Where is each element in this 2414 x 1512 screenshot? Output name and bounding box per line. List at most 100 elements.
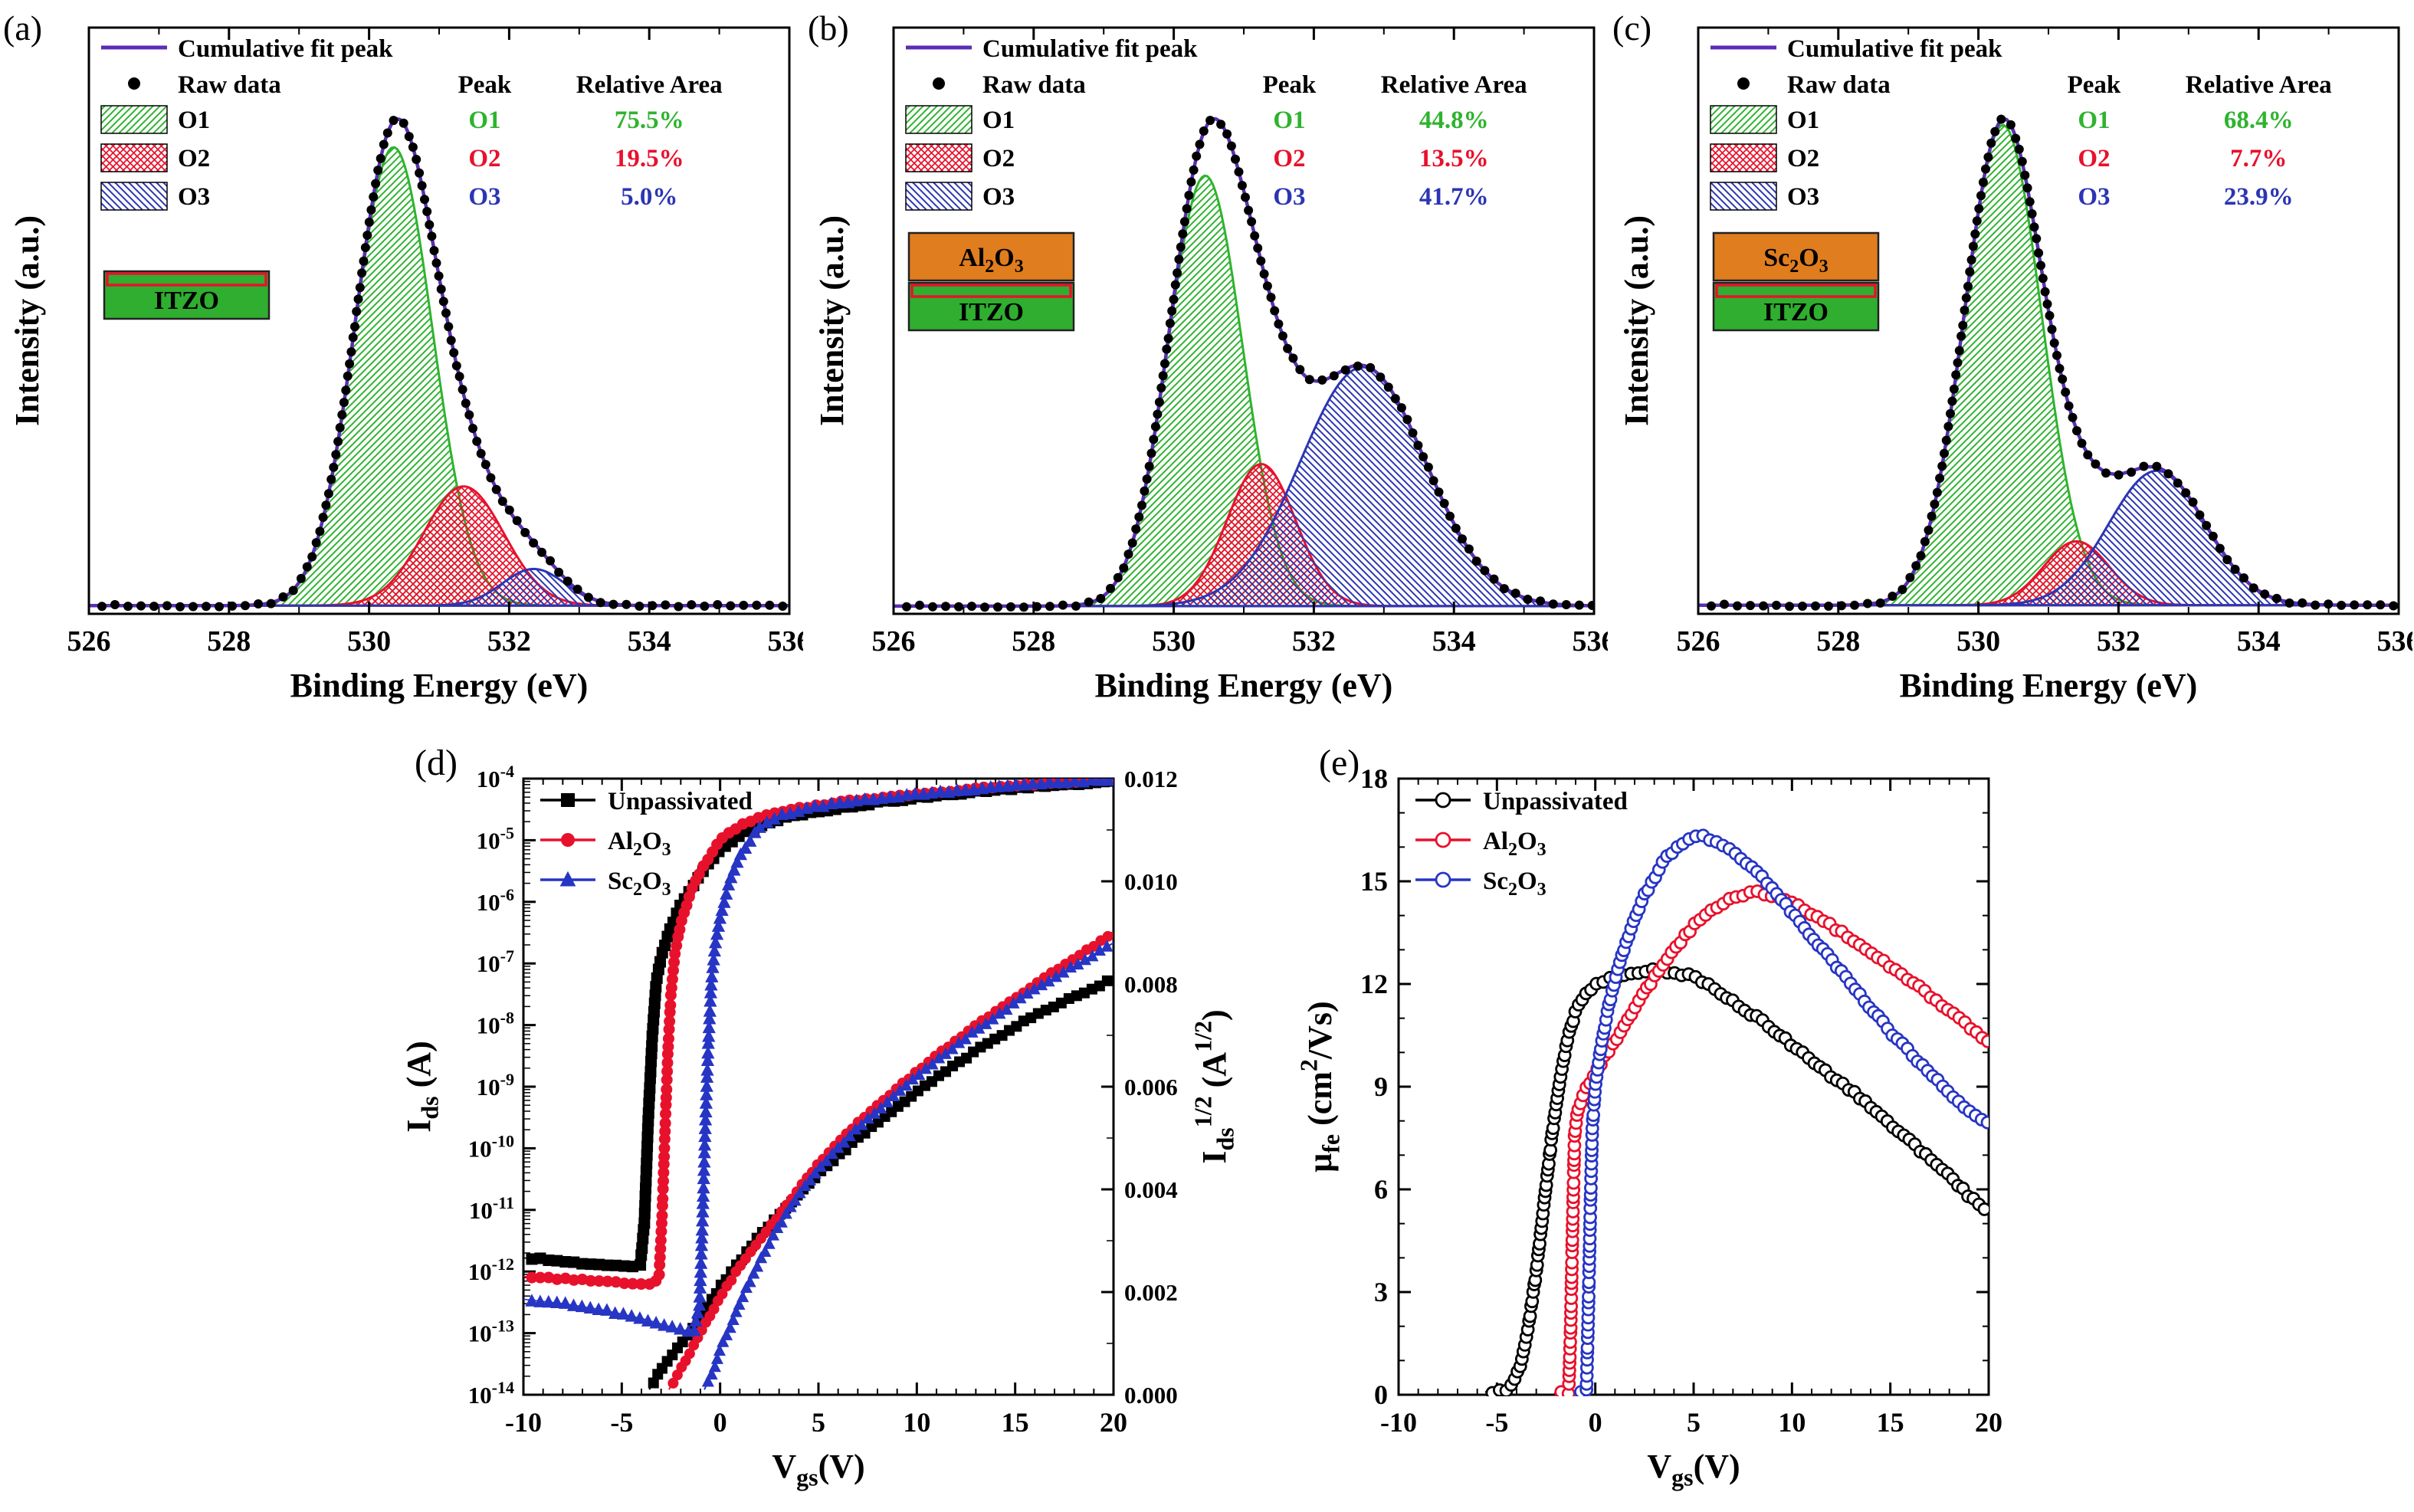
svg-text:20: 20	[1975, 1407, 2002, 1438]
svg-text:5: 5	[1687, 1407, 1701, 1438]
svg-text:10: 10	[1778, 1407, 1806, 1438]
svg-text:536: 536	[1573, 625, 1609, 658]
svg-text:0.002: 0.002	[1124, 1279, 1178, 1306]
svg-text:ITZO: ITZO	[1763, 298, 1829, 326]
svg-text:O3: O3	[178, 183, 210, 211]
svg-text:10-11: 10-11	[469, 1193, 514, 1224]
svg-text:Raw data: Raw data	[982, 71, 1086, 99]
svg-text:0.004: 0.004	[1124, 1176, 1178, 1203]
svg-text:O1: O1	[1273, 107, 1305, 134]
svg-text:Raw data: Raw data	[1787, 71, 1891, 99]
xps-chart-b: 526 528 530 532 534 536 Binding Energy (eV) Int…	[813, 26, 1609, 704]
svg-text:O2: O2	[1787, 145, 1819, 172]
svg-text:Cumulative fit peak: Cumulative fit peak	[178, 35, 393, 63]
svg-text:6: 6	[1374, 1174, 1388, 1205]
svg-text:Peak: Peak	[1263, 71, 1317, 99]
svg-text:10-13: 10-13	[468, 1317, 514, 1347]
svg-text:O3: O3	[2078, 183, 2110, 211]
svg-text:Sc2O3: Sc2O3	[1763, 244, 1828, 277]
svg-text:10-12: 10-12	[468, 1255, 514, 1285]
svg-text:O2: O2	[1273, 145, 1305, 172]
svg-text:0.006: 0.006	[1124, 1074, 1178, 1100]
svg-text:0: 0	[1589, 1407, 1602, 1438]
svg-text:536: 536	[2377, 625, 2413, 658]
svg-text:O1: O1	[982, 107, 1015, 134]
svg-text:530: 530	[1152, 625, 1196, 658]
svg-text:Cumulative fit peak: Cumulative fit peak	[982, 35, 1198, 63]
svg-text:0.012: 0.012	[1124, 766, 1178, 792]
panel-label-e: (e)	[1319, 743, 1360, 783]
panel-label-b: (b)	[808, 8, 849, 48]
svg-text:-10: -10	[1380, 1407, 1417, 1438]
svg-text:Intensity (a.u.): Intensity (a.u.)	[813, 215, 851, 426]
svg-text:Al2O3: Al2O3	[608, 828, 671, 860]
panel-a: (a) 526 528 530 532 534 536 Binding Energy (eV…	[0, 5, 805, 734]
svg-text:530: 530	[347, 625, 391, 658]
panel-c: (c) 526 528 530 532 534 536 Binding Energy (eV…	[1609, 5, 2414, 734]
svg-text:O2: O2	[178, 145, 210, 172]
svg-text:44.8%: 44.8%	[1419, 107, 1489, 134]
svg-text:O2: O2	[982, 145, 1015, 172]
svg-text:23.9%: 23.9%	[2224, 183, 2294, 211]
svg-text:O2: O2	[468, 145, 500, 172]
svg-text:12: 12	[1360, 969, 1388, 999]
svg-text:3: 3	[1374, 1277, 1388, 1307]
svg-text:Unpassivated: Unpassivated	[1483, 788, 1628, 815]
svg-text:-5: -5	[1485, 1407, 1508, 1438]
svg-text:528: 528	[207, 625, 251, 658]
svg-text:536: 536	[768, 625, 804, 658]
svg-text:Relative Area: Relative Area	[2186, 71, 2332, 99]
panel-label-d: (d)	[415, 743, 458, 783]
svg-text:O3: O3	[982, 183, 1015, 211]
svg-text:528: 528	[1816, 625, 1860, 658]
svg-text:41.7%: 41.7%	[1419, 183, 1489, 211]
svg-text:ITZO: ITZO	[154, 287, 219, 315]
svg-text:Relative Area: Relative Area	[1381, 71, 1527, 99]
svg-text:Intensity (a.u.): Intensity (a.u.)	[1618, 215, 1655, 426]
svg-text:526: 526	[872, 625, 916, 658]
svg-text:532: 532	[487, 625, 531, 658]
svg-text:Al2O3: Al2O3	[1483, 828, 1546, 860]
svg-text:10-14: 10-14	[468, 1378, 514, 1409]
svg-text:15: 15	[1877, 1407, 1904, 1438]
svg-text:0.000: 0.000	[1124, 1382, 1178, 1409]
svg-text:Raw data: Raw data	[178, 71, 281, 99]
svg-text:10-7: 10-7	[477, 946, 514, 977]
svg-text:10-6: 10-6	[477, 885, 514, 916]
panel-label-c: (c)	[1612, 8, 1652, 48]
svg-text:0.008: 0.008	[1124, 971, 1178, 998]
panel-e: (e) -10 -5 0 5 10 15 20 0 3 6 9 12 15 18 Vgs(V) μfe (cm…	[1291, 742, 2027, 1501]
svg-text:10-9: 10-9	[477, 1070, 514, 1100]
svg-text:5.0%: 5.0%	[621, 183, 677, 211]
xps-chart-c: 526 528 530 532 534 536 Binding Energy (eV) Int…	[1618, 26, 2413, 704]
panel-label-a: (a)	[3, 8, 43, 48]
svg-text:Sc2O3: Sc2O3	[608, 868, 671, 900]
svg-text:O3: O3	[468, 183, 500, 211]
svg-text:534: 534	[2237, 625, 2281, 658]
svg-text:O1: O1	[468, 107, 500, 134]
svg-text:534: 534	[628, 625, 671, 658]
mobility-chart: -10 -5 0 5 10 15 20 0 3 6 9 12 15 18 Vgs(V) μfe (cm2/Vs…	[1295, 763, 2003, 1491]
svg-text:15: 15	[1360, 866, 1388, 897]
svg-text:-5: -5	[610, 1407, 633, 1438]
svg-text:5: 5	[812, 1407, 825, 1438]
svg-text:O2: O2	[2078, 145, 2110, 172]
xps-row: (a) 526 528 530 532 534 536 Binding Energy (eV…	[0, 0, 2414, 734]
svg-text:O1: O1	[178, 107, 210, 134]
device-row: (d) -10 -5 0 5 10 15 20 10-4 10-5 10-6 10-7 10-8 10-…	[0, 742, 2414, 1501]
svg-text:O1: O1	[2078, 107, 2110, 134]
transfer-chart: -10 -5 0 5 10 15 20 10-4 10-5 10-6 10-7 10-8 10-9 10-…	[400, 762, 1239, 1491]
svg-text:-10: -10	[505, 1407, 542, 1438]
svg-text:18: 18	[1360, 763, 1388, 794]
svg-text:10-8: 10-8	[477, 1009, 514, 1039]
svg-text:530: 530	[1956, 625, 2000, 658]
svg-text:13.5%: 13.5%	[1419, 145, 1489, 172]
svg-text:Binding Energy (eV): Binding Energy (eV)	[1900, 667, 2198, 704]
svg-text:Ids1/2 (A1/2): Ids1/2 (A1/2)	[1189, 1009, 1239, 1163]
svg-text:Peak: Peak	[458, 71, 512, 99]
svg-text:534: 534	[1432, 625, 1476, 658]
svg-text:526: 526	[67, 625, 111, 658]
svg-text:526: 526	[1677, 625, 1720, 658]
svg-text:O3: O3	[1787, 183, 1819, 211]
svg-text:15: 15	[1002, 1407, 1029, 1438]
